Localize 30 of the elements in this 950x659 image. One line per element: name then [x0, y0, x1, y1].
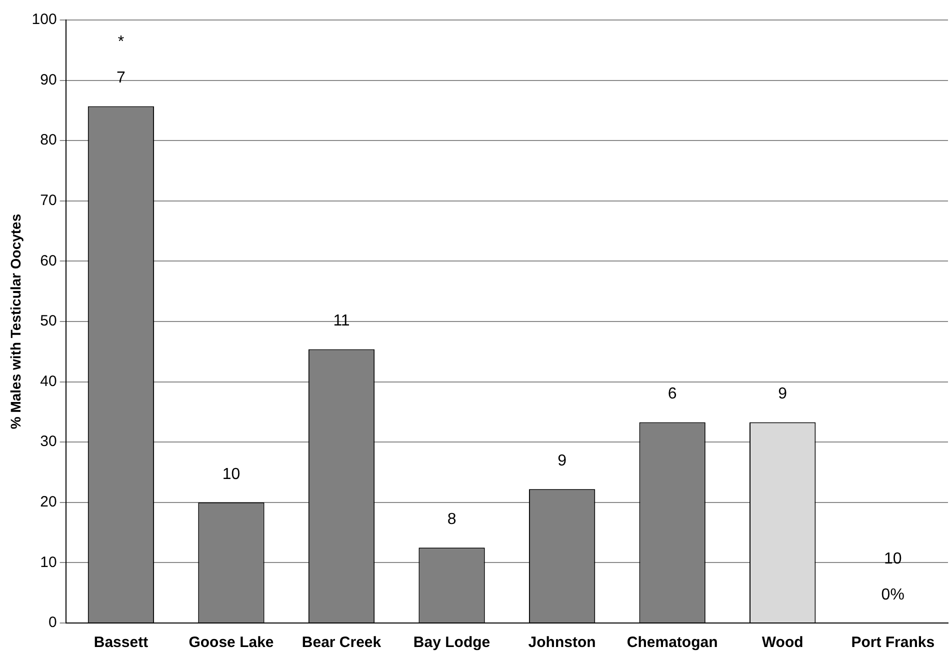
annotation: 9: [558, 452, 567, 470]
y-tick-label: 40: [40, 372, 57, 390]
x-tick-label: Bassett: [94, 634, 148, 652]
y-tick-label: 20: [40, 494, 57, 511]
annotation: 7: [116, 70, 126, 87]
annotation: 8: [447, 511, 456, 528]
annotation: 9: [778, 386, 788, 403]
x-tick-label: Port Franks: [851, 634, 935, 652]
y-tick-label: 60: [40, 252, 57, 270]
y-tick-label: 10: [40, 554, 57, 571]
y-axis-title: % Males with Testicular Oocytes: [7, 214, 24, 430]
annotation: 6: [668, 386, 677, 403]
x-tick-label: Chematogan: [626, 634, 718, 652]
x-tick-label: Goose Lake: [188, 634, 274, 652]
y-tick-label: 70: [40, 192, 57, 210]
y-tick-label: 30: [40, 433, 57, 450]
y-tick-label: 80: [40, 132, 57, 149]
y-tick-label: 90: [40, 71, 57, 88]
x-tick-label: Johnston: [528, 634, 596, 652]
annotation: 0%: [881, 586, 904, 604]
x-tick-label: Bay Lodge: [413, 634, 490, 652]
x-tick-label: Bear Creek: [302, 634, 382, 652]
y-tick-label: 50: [40, 312, 57, 330]
annotation: 11: [333, 312, 350, 330]
annotation: 10: [884, 550, 902, 568]
y-tick-label: 0: [48, 614, 57, 632]
annotation: *: [118, 34, 124, 51]
y-tick-label: 100: [32, 11, 57, 28]
annotation: 10: [222, 466, 240, 483]
x-tick-label: Wood: [762, 634, 804, 652]
